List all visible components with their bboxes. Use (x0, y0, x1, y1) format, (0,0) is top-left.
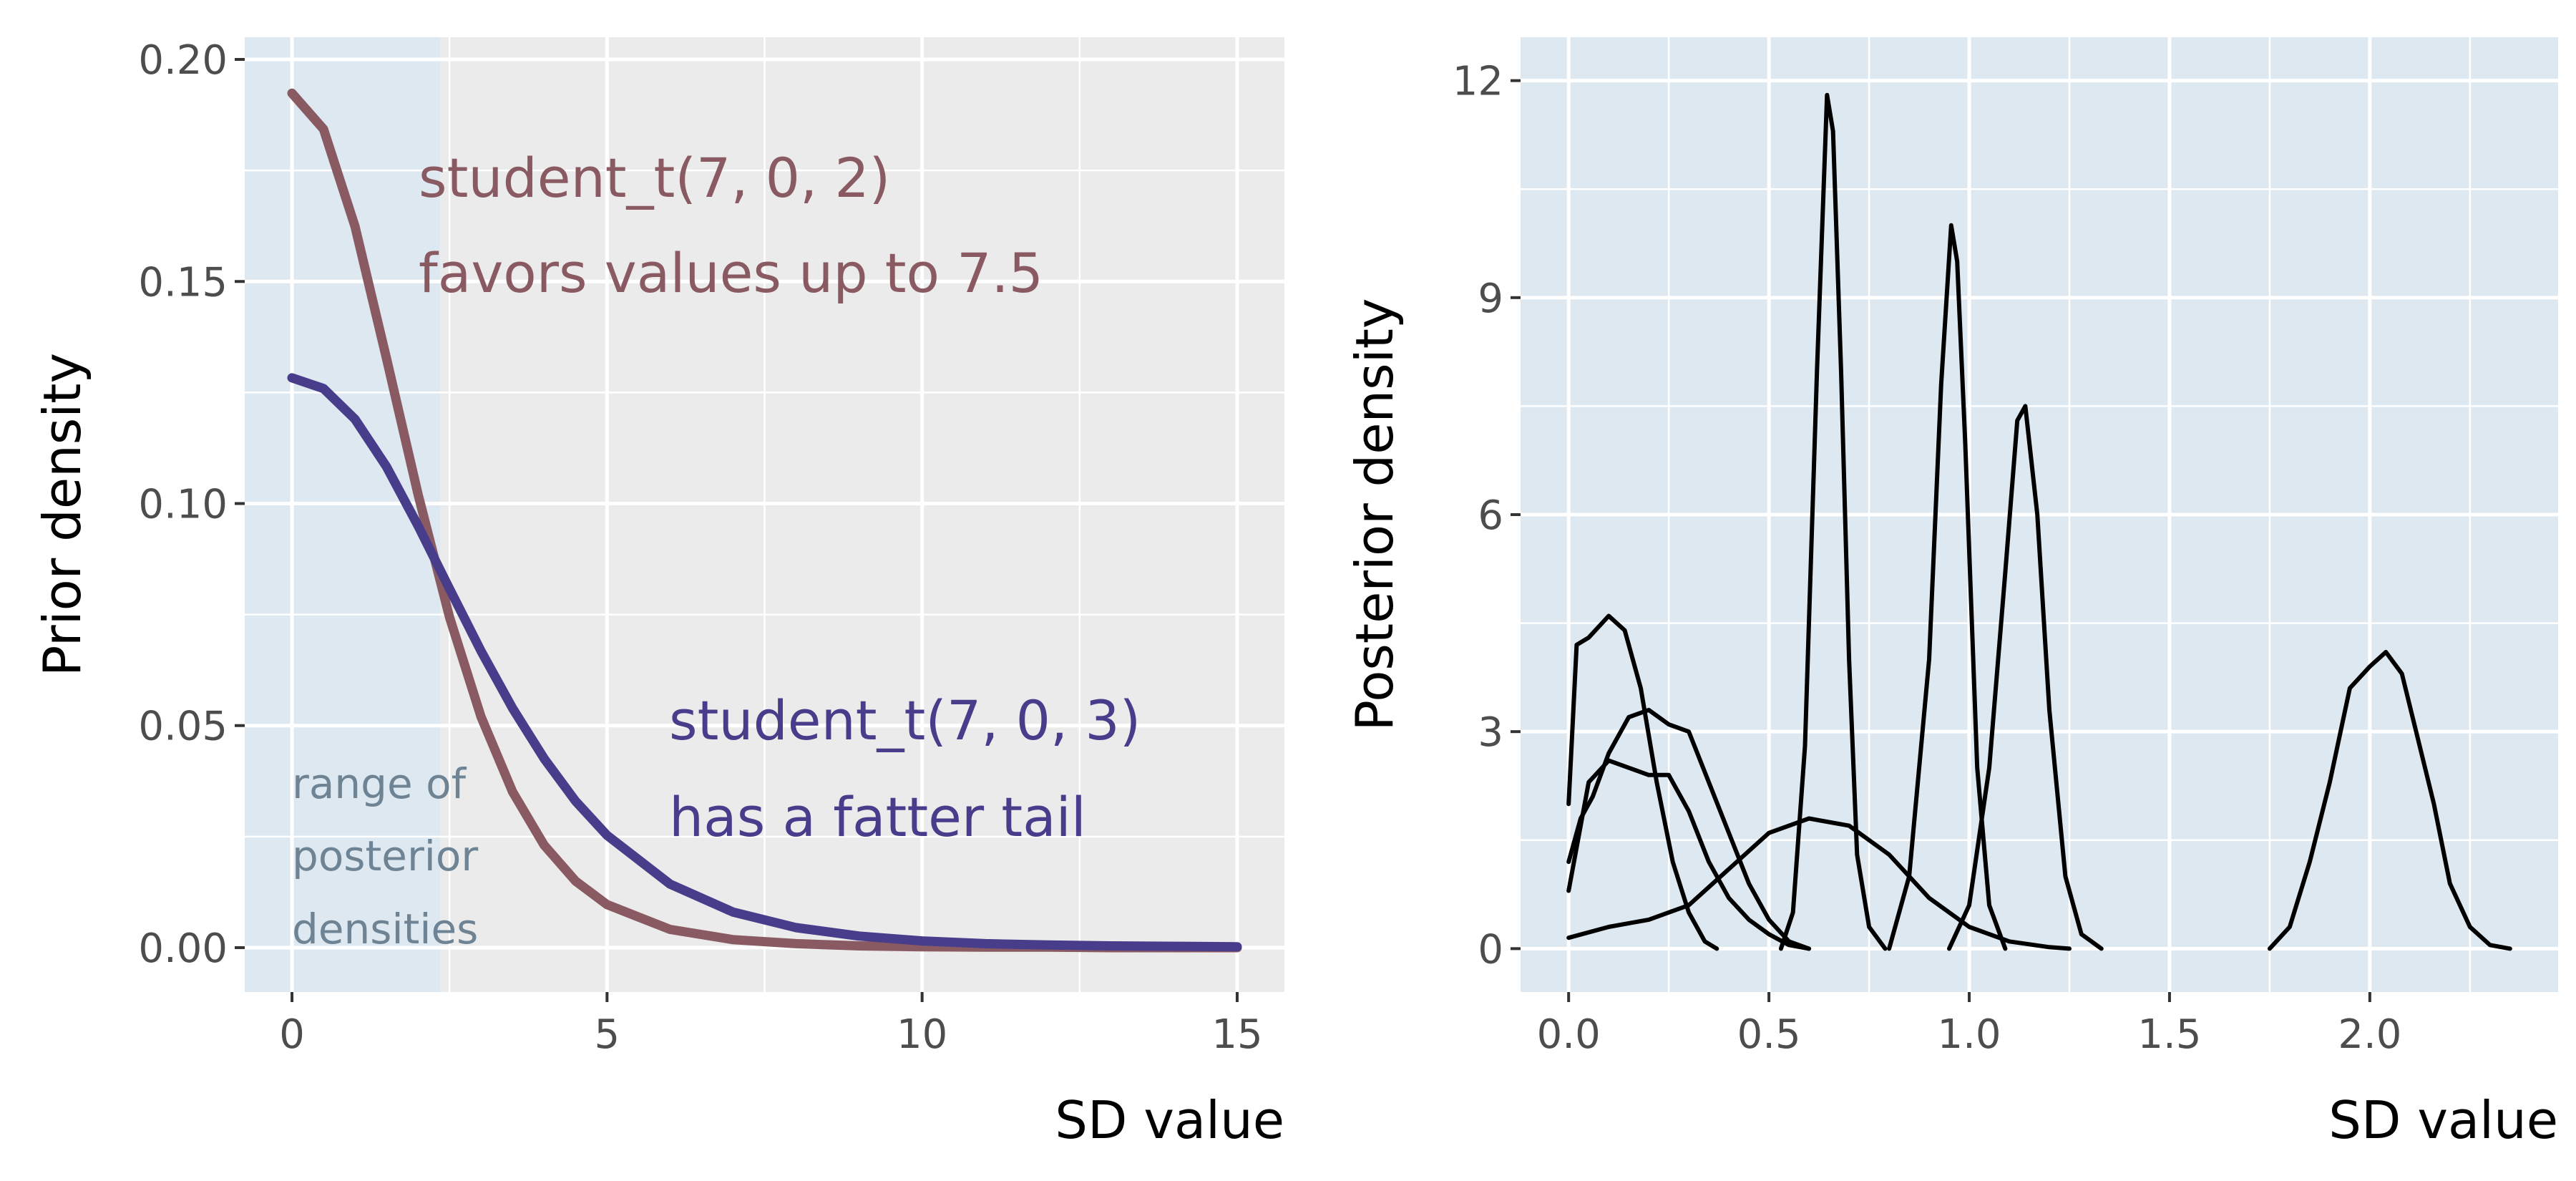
y-tick-label: 0.05 (138, 704, 228, 750)
x-tick-label: 1.5 (2137, 1011, 2201, 1058)
y-tick-label: 9 (1478, 276, 1503, 322)
posterior-range-label-line: posterior (292, 832, 478, 880)
x-tick-label: 10 (897, 1011, 947, 1058)
x-tick-label: 2.0 (2338, 1011, 2401, 1058)
posterior-density-line (1947, 404, 2104, 951)
prior-t3-note: has a fatter tail (669, 785, 1086, 849)
posterior-range-label-line: range of (292, 759, 467, 808)
y-tick-label: 0.10 (138, 481, 228, 528)
x-tick-label: 15 (1211, 1011, 1262, 1058)
posterior-density-line (2267, 650, 2512, 951)
y-tick-label: 0.00 (138, 925, 228, 972)
y-tick-label: 0.20 (138, 37, 228, 84)
series-lines (1566, 92, 2512, 951)
posterior-density-line (1566, 613, 1719, 951)
y-axis-title: Prior density (32, 353, 92, 676)
posterior-density-line (1566, 707, 1812, 951)
y-tick-label: 6 (1478, 492, 1503, 539)
y-tick-label: 0.15 (138, 259, 228, 306)
x-tick-label: 0.5 (1737, 1011, 1801, 1058)
x-tick-label: 1.0 (1937, 1011, 2001, 1058)
x-tick-label: 0.0 (1537, 1011, 1601, 1058)
posterior-density-line (1778, 92, 1888, 951)
y-axis-ticks: 0.00 0.05 0.10 0.15 0.20 (138, 37, 245, 972)
grid-lines (245, 37, 1284, 992)
y-axis-title: Posterior density (1345, 298, 1405, 731)
series-lines (287, 88, 1242, 953)
posterior-density-line (1887, 223, 2008, 951)
x-tick-label: 5 (595, 1011, 620, 1058)
x-axis-title: SD value (1055, 1090, 1284, 1150)
posterior-density-line (1566, 758, 1812, 951)
posterior-density-panel: 0 3 6 9 12 0.0 0.5 1.0 1.5 2.0 Posterior density… (1345, 37, 2558, 1150)
prior-t3-density-line (287, 373, 1242, 952)
posterior-range-label-line: densities (292, 905, 478, 953)
x-axis-ticks: 0.0 0.5 1.0 1.5 2.0 (1537, 992, 2401, 1058)
prior-t2-label: student_t(7, 0, 2) (419, 146, 890, 210)
y-tick-label: 3 (1478, 709, 1503, 756)
x-axis-title: SD value (2328, 1090, 2558, 1150)
y-tick-label: 0 (1478, 926, 1503, 973)
x-axis-ticks: 0 5 10 15 (279, 992, 1263, 1058)
y-axis-ticks: 0 3 6 9 12 (1453, 59, 1521, 973)
prior-t2-note: favors values up to 7.5 (419, 241, 1043, 305)
prior-density-panel: 0.00 0.05 0.10 0.15 0.20 0 5 10 15 range of pos… (32, 37, 1284, 1150)
prior-t3-label: student_t(7, 0, 3) (669, 689, 1141, 752)
x-tick-label: 0 (279, 1011, 305, 1058)
y-tick-label: 12 (1453, 59, 1503, 105)
posterior-range-label: range of posterior densities (292, 759, 492, 953)
